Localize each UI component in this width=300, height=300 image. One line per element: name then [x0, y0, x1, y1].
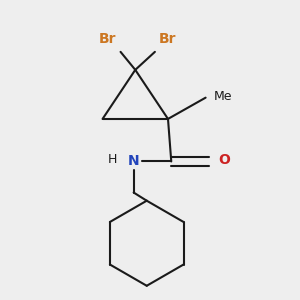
Text: Br: Br: [99, 32, 116, 46]
Text: N: N: [128, 154, 140, 169]
Text: Br: Br: [159, 32, 177, 46]
Text: Me: Me: [214, 89, 232, 103]
Text: O: O: [219, 153, 231, 167]
Text: H: H: [108, 153, 117, 166]
